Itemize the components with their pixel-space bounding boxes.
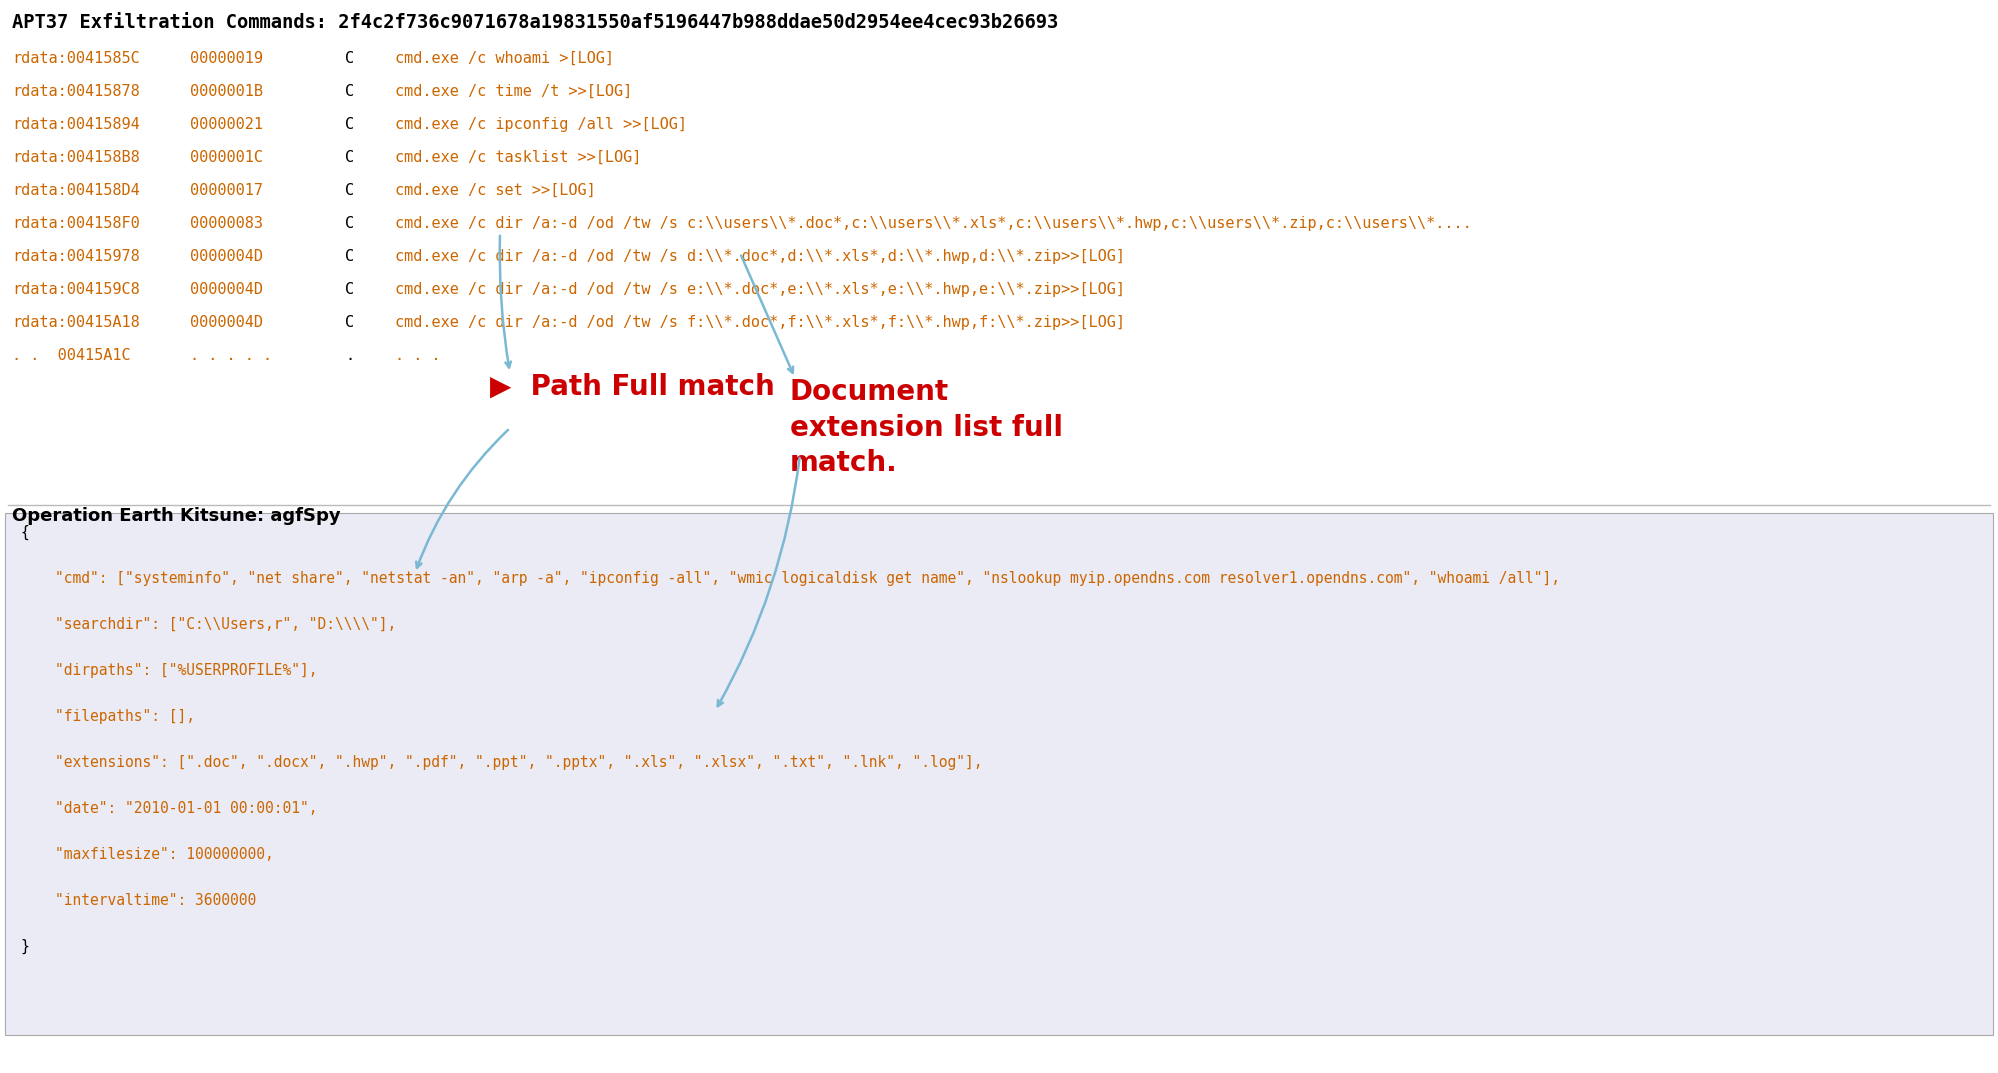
Text: Document
extension list full
match.: Document extension list full match. <box>789 378 1063 477</box>
Text: 00000017: 00000017 <box>190 183 264 199</box>
Text: rdata:004158B8: rdata:004158B8 <box>12 150 140 165</box>
Text: "searchdir": ["C:\\Users,r", "D:\\\\"],: "searchdir": ["C:\\Users,r", "D:\\\\"], <box>20 617 396 632</box>
Text: "cmd": ["systeminfo", "net share", "netstat -an", "arp -a", "ipconfig -all", "wm: "cmd": ["systeminfo", "net share", "nets… <box>20 571 1560 586</box>
Text: 00000021: 00000021 <box>190 117 264 132</box>
Text: rdata:00415878: rdata:00415878 <box>12 84 140 99</box>
Text: cmd.exe /c dir /a:-d /od /tw /s f:\\*.doc*,f:\\*.xls*,f:\\*.hwp,f:\\*.zip>>[LOG]: cmd.exe /c dir /a:-d /od /tw /s f:\\*.do… <box>396 315 1125 330</box>
Text: C: C <box>346 216 354 231</box>
Text: Operation Earth Kitsune: agfSpy: Operation Earth Kitsune: agfSpy <box>12 508 340 525</box>
Text: cmd.exe /c set >>[LOG]: cmd.exe /c set >>[LOG] <box>396 183 595 199</box>
Text: C: C <box>346 315 354 330</box>
Text: 0000004D: 0000004D <box>190 282 264 297</box>
Text: rdata:004159C8: rdata:004159C8 <box>12 282 140 297</box>
Text: 00000083: 00000083 <box>190 216 264 231</box>
Text: rdata:00415978: rdata:00415978 <box>12 249 140 264</box>
Text: "extensions": [".doc", ".docx", ".hwp", ".pdf", ".ppt", ".pptx", ".xls", ".xlsx": "extensions": [".doc", ".docx", ".hwp", … <box>20 755 983 770</box>
Text: ▶  Path Full match: ▶ Path Full match <box>490 373 775 401</box>
Text: APT37 Exfiltration Commands: 2f4c2f736c9071678a19831550af5196447b988ddae50d2954e: APT37 Exfiltration Commands: 2f4c2f736c9… <box>12 13 1059 32</box>
Text: cmd.exe /c dir /a:-d /od /tw /s c:\\users\\*.doc*,c:\\users\\*.xls*,c:\\users\\*: cmd.exe /c dir /a:-d /od /tw /s c:\\user… <box>396 216 1473 231</box>
Text: rdata:00415A18: rdata:00415A18 <box>12 315 140 330</box>
Text: "date": "2010-01-01 00:00:01",: "date": "2010-01-01 00:00:01", <box>20 802 318 815</box>
Text: cmd.exe /c whoami >[LOG]: cmd.exe /c whoami >[LOG] <box>396 52 613 67</box>
Text: cmd.exe /c time /t >>[LOG]: cmd.exe /c time /t >>[LOG] <box>396 84 631 99</box>
Text: 0000001B: 0000001B <box>190 84 264 99</box>
Text: 0000004D: 0000004D <box>190 315 264 330</box>
Text: C: C <box>346 282 354 297</box>
Text: cmd.exe /c tasklist >>[LOG]: cmd.exe /c tasklist >>[LOG] <box>396 150 641 165</box>
Text: 0000001C: 0000001C <box>190 150 264 165</box>
Text: 00000019: 00000019 <box>190 52 264 67</box>
Text: "filepaths": [],: "filepaths": [], <box>20 709 196 724</box>
Text: cmd.exe /c ipconfig /all >>[LOG]: cmd.exe /c ipconfig /all >>[LOG] <box>396 117 687 132</box>
Text: C: C <box>346 249 354 264</box>
Text: C: C <box>346 52 354 67</box>
Text: "dirpaths": ["%USERPROFILE%"],: "dirpaths": ["%USERPROFILE%"], <box>20 663 318 678</box>
Text: . .  00415A1C: . . 00415A1C <box>12 348 130 363</box>
Text: cmd.exe /c dir /a:-d /od /tw /s e:\\*.doc*,e:\\*.xls*,e:\\*.hwp,e:\\*.zip>>[LOG]: cmd.exe /c dir /a:-d /od /tw /s e:\\*.do… <box>396 282 1125 297</box>
Bar <box>6 513 1992 1035</box>
Text: . . . . .: . . . . . <box>190 348 272 363</box>
Text: rdata:004158F0: rdata:004158F0 <box>12 216 140 231</box>
Text: rdata:0041585C: rdata:0041585C <box>12 52 140 67</box>
Text: C: C <box>346 183 354 199</box>
Text: C: C <box>346 84 354 99</box>
Text: }: } <box>20 939 28 954</box>
Text: rdata:00415894: rdata:00415894 <box>12 117 140 132</box>
Text: "maxfilesize": 100000000,: "maxfilesize": 100000000, <box>20 847 274 862</box>
Text: C: C <box>346 117 354 132</box>
Text: . . .: . . . <box>396 348 442 363</box>
Text: .: . <box>346 348 354 363</box>
Text: cmd.exe /c dir /a:-d /od /tw /s d:\\*.doc*,d:\\*.xls*,d:\\*.hwp,d:\\*.zip>>[LOG]: cmd.exe /c dir /a:-d /od /tw /s d:\\*.do… <box>396 249 1125 264</box>
Text: 0000004D: 0000004D <box>190 249 264 264</box>
Text: {: { <box>20 525 28 540</box>
Text: rdata:004158D4: rdata:004158D4 <box>12 183 140 199</box>
Text: "intervaltime": 3600000: "intervaltime": 3600000 <box>20 893 256 908</box>
Text: C: C <box>346 150 354 165</box>
